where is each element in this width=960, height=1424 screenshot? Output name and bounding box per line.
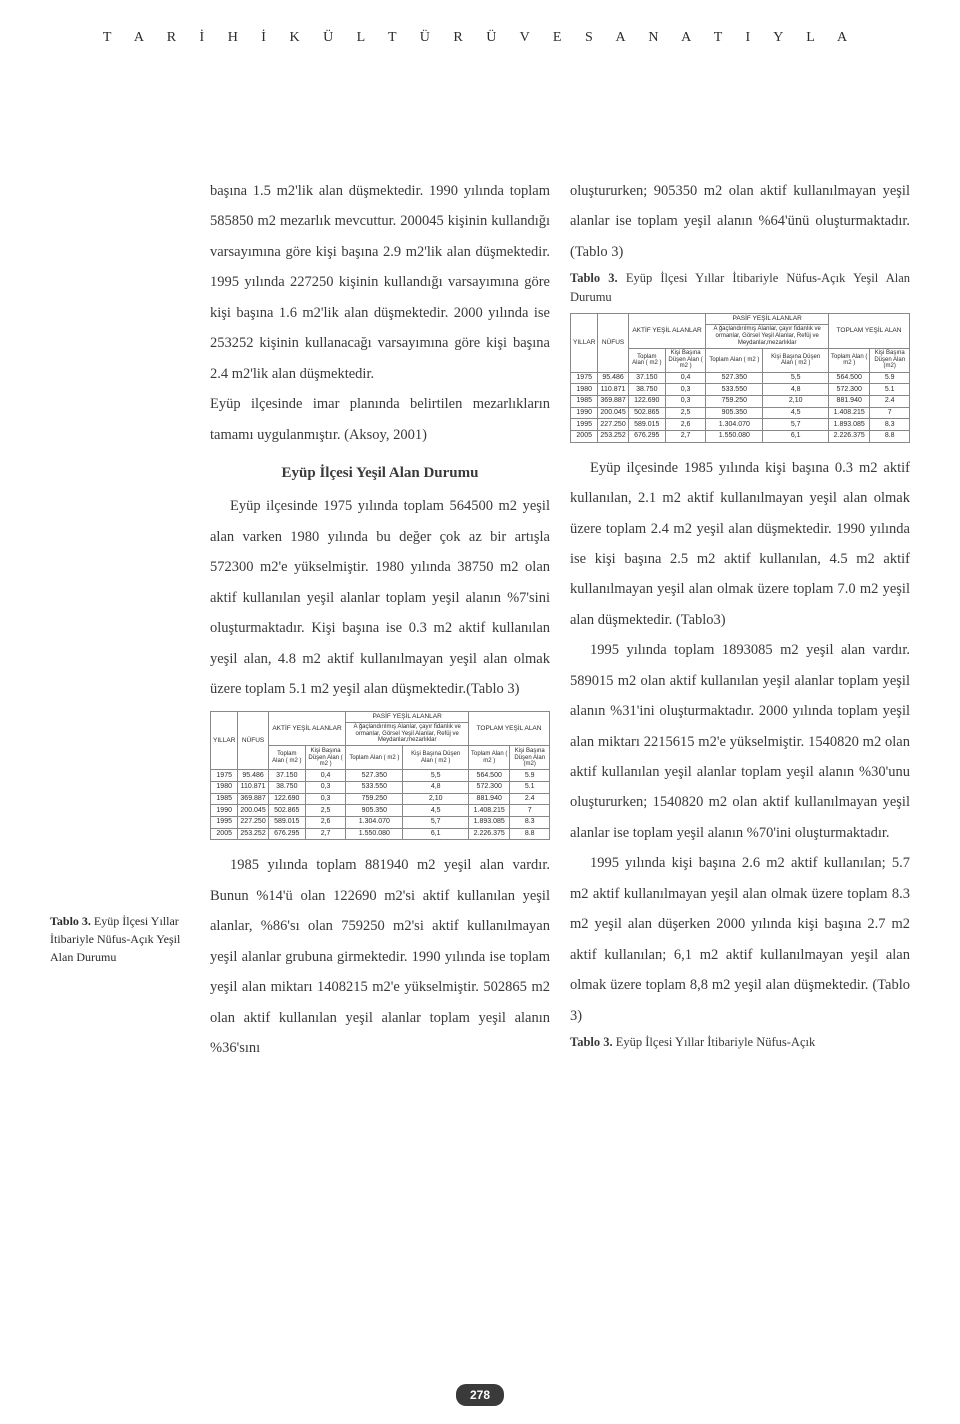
paragraph: Eyüp ilçesinde imar planında belirtilen … — [210, 389, 550, 450]
main-content: Tablo 3. Eyüp İlçesi Yıllar İtibariyle N… — [50, 176, 910, 1063]
margin-column: Tablo 3. Eyüp İlçesi Yıllar İtibariyle N… — [50, 176, 190, 1063]
caption-label: Tablo 3. — [50, 914, 91, 928]
paragraph: 1995 yılında toplam 1893085 m2 yeşil ala… — [570, 635, 910, 848]
page-number: 278 — [456, 1384, 504, 1406]
section-title: Eyüp İlçesi Yeşil Alan Durumu — [210, 458, 550, 490]
side-table-caption: Tablo 3. Eyüp İlçesi Yıllar İtibariyle N… — [50, 912, 190, 966]
right-column: oluştururken; 905350 m2 olan aktif kulla… — [570, 176, 910, 1063]
data-table-left: YILLARNÜFUSAKTİF YEŞİL ALANLARPASİF YEŞİ… — [210, 711, 550, 841]
center-column: başına 1.5 m2'lik alan düşmektedir. 1990… — [210, 176, 550, 1063]
table-caption-bottom: Tablo 3. Eyüp İlçesi Yıllar İtibariyle N… — [570, 1033, 910, 1052]
paragraph: Eyüp ilçesinde 1975 yılında toplam 56450… — [210, 491, 550, 704]
caption-label: Tablo 3. — [570, 271, 618, 285]
caption-label: Tablo 3. — [570, 1035, 613, 1049]
paragraph: 1985 yılında toplam 881940 m2 yeşil alan… — [210, 850, 550, 1063]
paragraph: 1995 yılında kişi başına 2.6 m2 aktif ku… — [570, 848, 910, 1031]
caption-text: Eyüp İlçesi Yıllar İtibariyle Nüfus-Açık — [616, 1035, 815, 1049]
page-header: T A R İ H İ K Ü L T Ü R Ü V E S A N A T … — [50, 30, 910, 46]
data-table-right: YILLARNÜFUSAKTİF YEŞİL ALANLARPASİF YEŞİ… — [570, 313, 910, 443]
paragraph: oluştururken; 905350 m2 olan aktif kulla… — [570, 176, 910, 267]
table-caption: Tablo 3. Eyüp İlçesi Yıllar İtibariyle N… — [570, 269, 910, 307]
paragraph: başına 1.5 m2'lik alan düşmektedir. 1990… — [210, 176, 550, 389]
paragraph: Eyüp ilçesinde 1985 yılında kişi başına … — [570, 453, 910, 636]
caption-text: Eyüp İlçesi Yıllar İtibariyle Nüfus-Açık… — [570, 271, 910, 304]
